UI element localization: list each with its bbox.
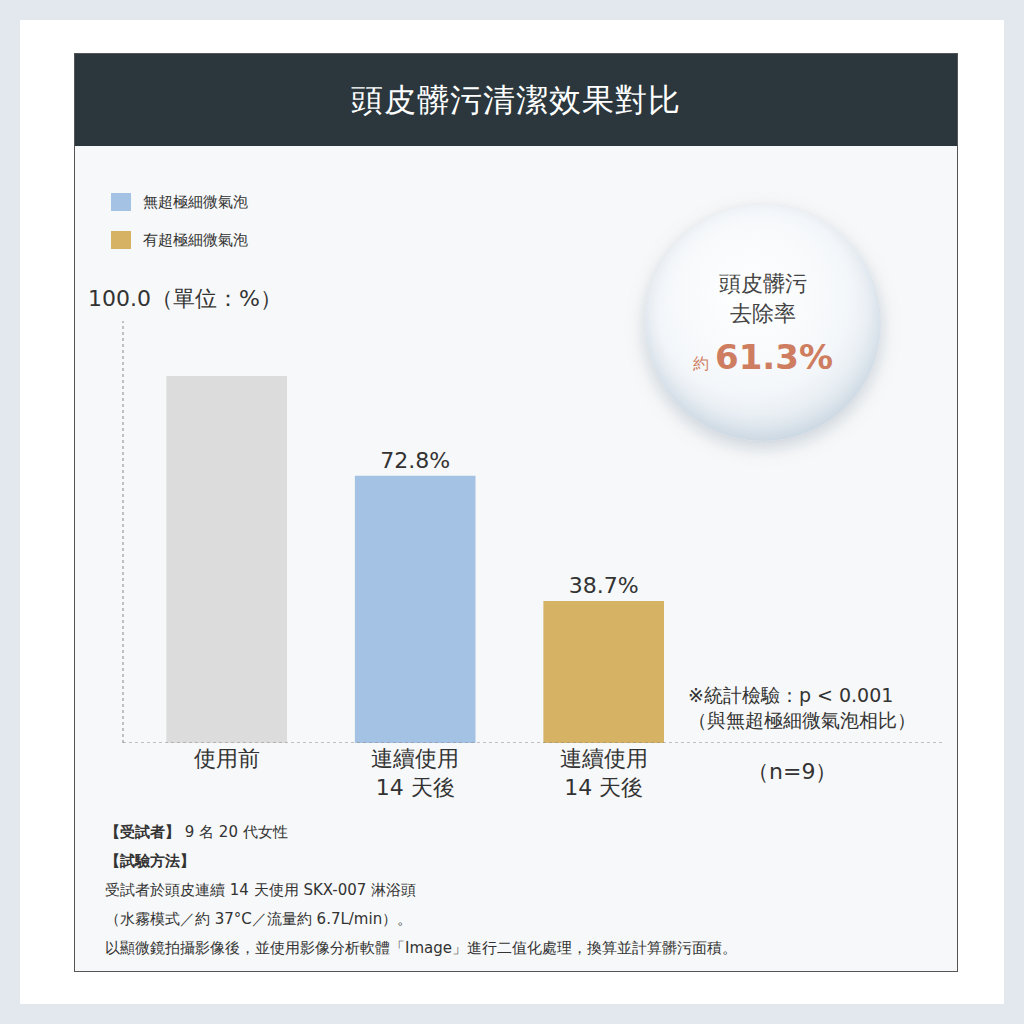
html-text:以顯微鏡拍攝影像後，並使用影像分析軟體「Image」進行二值: 以顯微鏡拍攝影像後，並使用影像分析軟體「Image」進行二值化處理，換算並計算髒…	[105, 939, 737, 957]
svg-text:使用前: 使用前	[194, 746, 260, 771]
html-text:去除率: 去除率	[730, 301, 796, 326]
html-text:（水霧模式／約 37°C／流量約 6.7L/min）。: （水霧模式／約 37°C／流量約 6.7L/min）。	[105, 910, 413, 928]
html-text:無超極細微氣泡: 無超極細微氣泡	[143, 192, 248, 211]
html-text:頭皮髒污: 頭皮髒污	[719, 271, 807, 296]
svg-text:※統計檢驗：p < 0.001（與無超極細微氣泡相比）: ※統計檢驗：p < 0.001（與無超極細微氣泡相比）	[688, 684, 916, 731]
svg-text:100.0（單位：%）: 100.0（單位：%）	[88, 286, 282, 311]
html-text:【試驗方法】: 【試驗方法】	[105, 852, 195, 870]
html-text:約: 約	[693, 354, 709, 373]
html-text:受試者於頭皮連續 14 天使用 SKX-007 淋浴頭: 受試者於頭皮連續 14 天使用 SKX-007 淋浴頭	[105, 881, 417, 899]
html-text:【受試者】9 名 20 代女性: 【受試者】9 名 20 代女性	[105, 823, 288, 841]
html-text:頭皮髒污清潔效果對比: 頭皮髒污清潔效果對比	[351, 81, 681, 119]
svg-text:連續使用14 天後: 連續使用14 天後	[371, 746, 459, 800]
svg-text:38.7%: 38.7%	[569, 573, 639, 598]
svg-text:連續使用14 天後: 連續使用14 天後	[560, 746, 648, 800]
svg-text:（n=9）: （n=9）	[747, 759, 837, 784]
html-text:有超極細微氣泡: 有超極細微氣泡	[143, 230, 248, 249]
svg-text:72.8%: 72.8%	[380, 448, 450, 473]
html-text:61.3%: 61.3%	[715, 337, 833, 377]
